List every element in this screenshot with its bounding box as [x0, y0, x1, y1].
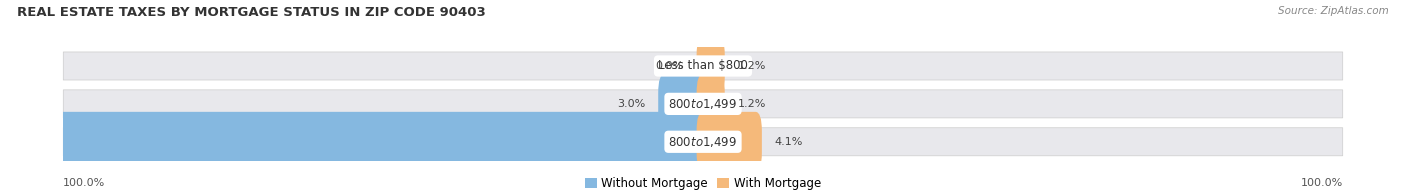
FancyBboxPatch shape: [63, 90, 1343, 118]
Text: 1.2%: 1.2%: [738, 99, 766, 109]
FancyBboxPatch shape: [63, 128, 1343, 156]
Text: Less than $800: Less than $800: [658, 60, 748, 73]
Text: 4.1%: 4.1%: [775, 137, 803, 147]
FancyBboxPatch shape: [0, 112, 710, 172]
Text: 0.0%: 0.0%: [655, 61, 683, 71]
FancyBboxPatch shape: [658, 74, 710, 134]
Legend: Without Mortgage, With Mortgage: Without Mortgage, With Mortgage: [585, 177, 821, 190]
FancyBboxPatch shape: [63, 52, 1343, 80]
FancyBboxPatch shape: [696, 112, 762, 172]
FancyBboxPatch shape: [696, 74, 724, 134]
Text: REAL ESTATE TAXES BY MORTGAGE STATUS IN ZIP CODE 90403: REAL ESTATE TAXES BY MORTGAGE STATUS IN …: [17, 6, 485, 19]
Text: $800 to $1,499: $800 to $1,499: [668, 135, 738, 149]
Text: 3.0%: 3.0%: [617, 99, 645, 109]
Text: Source: ZipAtlas.com: Source: ZipAtlas.com: [1278, 6, 1389, 16]
Text: $800 to $1,499: $800 to $1,499: [668, 97, 738, 111]
FancyBboxPatch shape: [696, 36, 724, 96]
Text: 1.2%: 1.2%: [738, 61, 766, 71]
Text: 100.0%: 100.0%: [1301, 178, 1343, 188]
Text: 100.0%: 100.0%: [63, 178, 105, 188]
